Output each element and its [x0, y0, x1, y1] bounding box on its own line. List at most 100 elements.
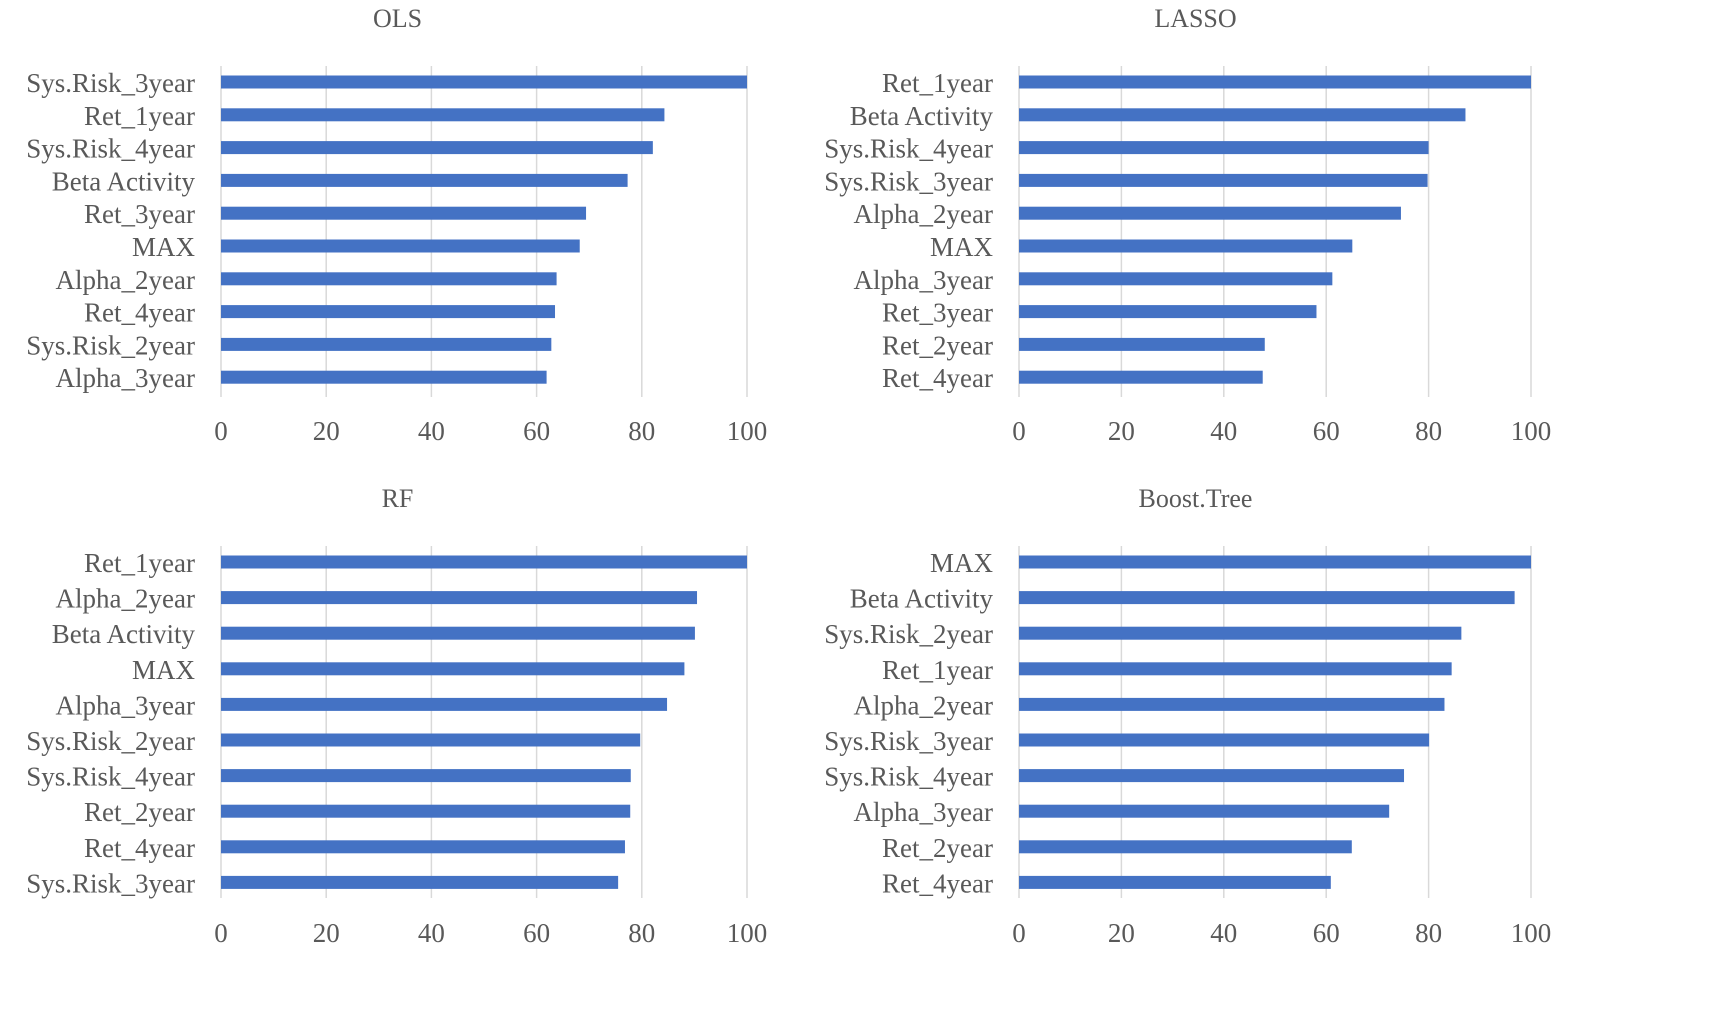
- category-label: Alpha_2year: [854, 199, 993, 229]
- bar: [221, 239, 580, 253]
- bar: [221, 305, 556, 319]
- x-tick-label: 40: [418, 416, 445, 446]
- x-tick-label: 60: [523, 416, 550, 446]
- category-label: Beta Activity: [850, 101, 994, 131]
- bar: [1019, 769, 1405, 783]
- bar: [1019, 141, 1429, 155]
- bar: [221, 769, 631, 783]
- x-tick-label: 60: [1313, 918, 1340, 948]
- bar: [1019, 804, 1390, 818]
- x-tick-label: 100: [1511, 416, 1552, 446]
- bar-chart-boost-tree: MAX Beta Activity Sys.Risk_2year Ret_1year A…: [824, 546, 1551, 948]
- category-label: Beta Activity: [850, 584, 994, 614]
- bar: [1019, 272, 1333, 286]
- category-label: Ret_3year: [84, 199, 195, 229]
- panel-title: Boost.Tree: [1138, 484, 1253, 513]
- category-label: Alpha_3year: [854, 797, 993, 827]
- category-label: Beta Activity: [52, 619, 196, 649]
- x-tick-label: 80: [628, 416, 655, 446]
- bar: [1019, 239, 1353, 253]
- bar: [1019, 697, 1445, 711]
- x-tick-label: 80: [628, 918, 655, 948]
- category-label: Ret_2year: [882, 330, 993, 360]
- category-label: MAX: [132, 232, 196, 262]
- x-tick-label: 100: [727, 416, 768, 446]
- bar: [1019, 555, 1531, 569]
- bar: [1019, 337, 1265, 351]
- category-label: Sys.Risk_3year: [26, 868, 195, 898]
- category-label: Sys.Risk_2year: [824, 619, 993, 649]
- x-tick-label: 20: [313, 918, 340, 948]
- category-label: Sys.Risk_4year: [824, 134, 993, 164]
- category-label: Ret_1year: [84, 548, 195, 578]
- category-label: Ret_3year: [882, 298, 993, 328]
- bar: [1019, 173, 1428, 187]
- bar: [1019, 75, 1531, 89]
- x-tick-label: 20: [1108, 918, 1135, 948]
- bar: [1019, 108, 1466, 122]
- bar: [1019, 370, 1263, 384]
- category-label: Ret_4year: [84, 298, 195, 328]
- category-label: MAX: [132, 655, 196, 685]
- x-tick-label: 20: [313, 416, 340, 446]
- x-tick-label: 0: [1012, 416, 1026, 446]
- category-label: Alpha_2year: [56, 265, 195, 295]
- bar: [1019, 875, 1331, 889]
- category-label: Sys.Risk_2year: [26, 726, 195, 756]
- x-tick-label: 60: [1313, 416, 1340, 446]
- category-label: Sys.Risk_4year: [26, 762, 195, 792]
- category-label: Sys.Risk_4year: [824, 762, 993, 792]
- panel-rf: RF Ret_1year Alpha_2year Beta Activity MAX A…: [0, 480, 855, 997]
- x-tick-label: 0: [1012, 918, 1026, 948]
- bar: [221, 804, 631, 818]
- category-label: Ret_2year: [84, 797, 195, 827]
- category-label: Alpha_3year: [56, 363, 195, 393]
- panel-title: OLS: [372, 4, 423, 33]
- bar: [1019, 305, 1317, 319]
- bar: [221, 206, 587, 220]
- category-label: MAX: [930, 548, 994, 578]
- category-label: Ret_4year: [882, 868, 993, 898]
- bar: [221, 173, 628, 187]
- bar: [221, 370, 547, 384]
- bar: [221, 662, 685, 676]
- bar: [221, 272, 557, 286]
- bar: [1019, 206, 1401, 220]
- x-tick-label: 60: [523, 918, 550, 948]
- bar: [221, 108, 665, 122]
- bar: [221, 626, 695, 640]
- category-label: Sys.Risk_3year: [824, 726, 993, 756]
- category-label: Ret_4year: [84, 833, 195, 863]
- bar: [221, 733, 641, 747]
- bar: [1019, 662, 1452, 676]
- category-label: Alpha_3year: [854, 265, 993, 295]
- bar: [221, 75, 747, 89]
- x-tick-label: 0: [214, 416, 228, 446]
- panel-boost-tree: Boost.Tree MAX Beta Activity Sys.Risk_2yea…: [798, 480, 1653, 997]
- bar: [221, 141, 653, 155]
- x-tick-label: 40: [418, 918, 445, 948]
- x-tick-label: 80: [1415, 416, 1442, 446]
- bar: [221, 555, 747, 569]
- bar: [221, 840, 625, 854]
- bar-chart-ols: Sys.Risk_3yearRet_1yearSys.Risk_4yearBet…: [26, 66, 768, 446]
- bar: [221, 875, 619, 889]
- bar: [1019, 626, 1462, 640]
- category-label: Ret_1year: [882, 68, 993, 98]
- x-tick-label: 20: [1108, 416, 1135, 446]
- category-label: Ret_1year: [882, 655, 993, 685]
- category-label: Alpha_2year: [854, 690, 993, 720]
- panel-lasso: LASSO Ret_1year Beta Activity Sys.Risk_4ye…: [798, 0, 1653, 517]
- panel-title: LASSO: [1154, 4, 1237, 33]
- category-label: Ret_1year: [84, 101, 195, 131]
- category-label: Alpha_3year: [56, 690, 195, 720]
- category-label: Sys.Risk_3year: [26, 68, 195, 98]
- category-label: Alpha_2year: [56, 584, 195, 614]
- panel-title: RF: [381, 484, 414, 513]
- category-label: Ret_2year: [882, 833, 993, 863]
- x-tick-label: 40: [1210, 416, 1237, 446]
- x-tick-label: 0: [214, 918, 228, 948]
- bar: [221, 591, 698, 605]
- x-tick-label: 80: [1415, 918, 1442, 948]
